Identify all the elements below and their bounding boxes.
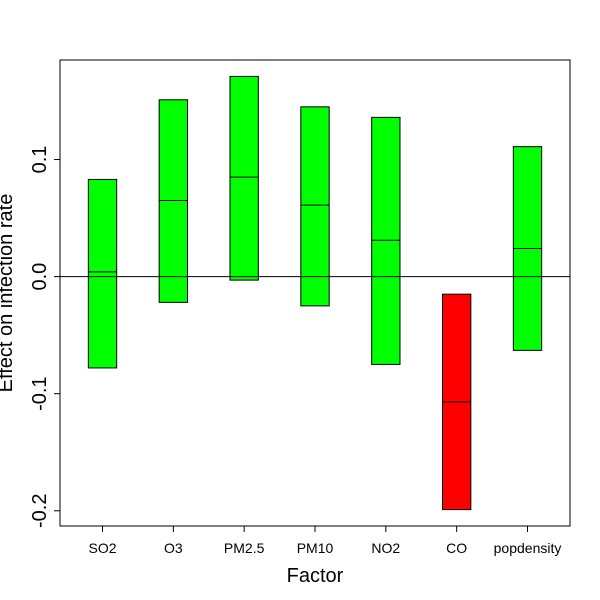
y-tick-label: 0.0 — [29, 263, 51, 291]
interval-bar-no2 — [371, 116, 401, 365]
interval-bar-so2 — [87, 178, 118, 369]
x-tick-label: SO2 — [88, 540, 116, 556]
y-tick-label: -0.1 — [29, 376, 51, 410]
x-tick-label: NO2 — [371, 540, 400, 556]
chart-marks — [87, 75, 543, 511]
y-axis: -0.2 -0.1 0.0 0.1 — [29, 146, 60, 528]
x-tick-label: O3 — [164, 540, 183, 556]
y-tick-label: -0.2 — [29, 494, 51, 528]
interval-bar-pm10 — [300, 106, 330, 307]
y-axis-title: Effect on infection rate — [0, 194, 17, 393]
x-tick-label: PM2.5 — [224, 540, 265, 556]
interval-bar-o3 — [158, 99, 189, 303]
x-tick-label: popdensity — [494, 540, 562, 556]
x-tick-label: CO — [446, 540, 467, 556]
interval-bar-pm2-5 — [229, 75, 259, 281]
x-axis-title: Factor — [287, 565, 344, 587]
y-tick-label: 0.1 — [29, 146, 51, 174]
x-axis: SO2 O3 PM2.5 PM10 NO2 CO popdensity — [88, 526, 561, 556]
x-tick-label: PM10 — [297, 540, 334, 556]
